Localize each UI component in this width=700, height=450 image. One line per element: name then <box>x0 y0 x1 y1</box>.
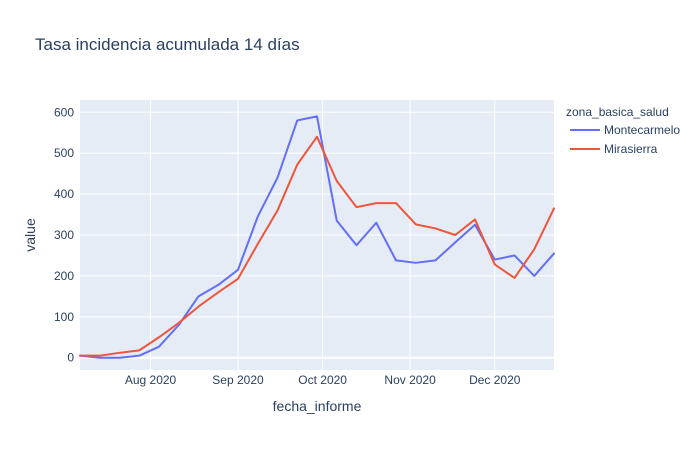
y-tick-label: 300 <box>54 228 74 242</box>
y-tick-label: 100 <box>54 310 74 324</box>
y-tick-labels: 0 100 200 300 400 500 600 <box>54 105 74 364</box>
x-axis-title: fecha_informe <box>273 398 362 414</box>
legend-title: zona_basica_salud <box>566 105 669 119</box>
y-tick-label: 0 <box>67 351 74 365</box>
legend-items: Montecarmelo Mirasierra <box>570 123 680 156</box>
y-axis-title: value <box>22 218 38 252</box>
chart-title: Tasa incidencia acumulada 14 días <box>35 35 300 54</box>
x-tick-labels: Aug 2020 Sep 2020 Oct 2020 Nov 2020 Dec 2020 <box>125 373 521 387</box>
x-tick-label: Nov 2020 <box>384 373 436 387</box>
legend: zona_basica_salud Montecarmelo Mirasierra <box>566 105 680 156</box>
y-tick-label: 200 <box>54 269 74 283</box>
legend-label-montecarmelo: Montecarmelo <box>604 123 680 137</box>
y-tick-label: 600 <box>54 105 74 119</box>
x-tick-label: Oct 2020 <box>298 373 347 387</box>
series-layer <box>79 115 555 359</box>
x-tick-label: Aug 2020 <box>125 373 177 387</box>
legend-label-mirasierra: Mirasierra <box>604 142 658 156</box>
series-line-mirasierra <box>79 135 555 357</box>
x-tick-label: Sep 2020 <box>212 373 264 387</box>
y-tick-label: 500 <box>54 146 74 160</box>
series-line-montecarmelo <box>79 115 555 359</box>
x-tick-label: Dec 2020 <box>469 373 521 387</box>
y-gridlines <box>80 111 554 359</box>
y-tick-label: 400 <box>54 187 74 201</box>
